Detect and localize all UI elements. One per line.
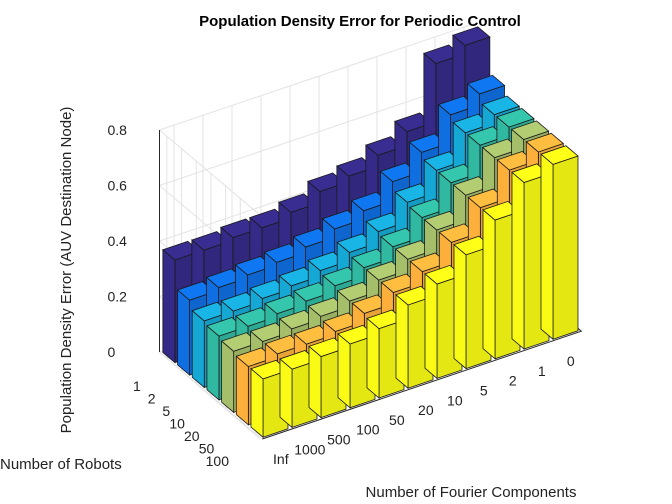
z-axis-label: Population Density Error (AUV Destinatio… bbox=[58, 107, 75, 434]
bar-side-face bbox=[540, 153, 554, 341]
bar-side-face bbox=[279, 358, 293, 429]
bar-side-face bbox=[366, 317, 380, 399]
z-tick-label: 0.6 bbox=[108, 178, 128, 194]
x-tick-label: 100 bbox=[206, 453, 230, 469]
x-tick-label: 5 bbox=[162, 403, 170, 419]
y-tick-label: 0 bbox=[567, 353, 575, 369]
y-tick-label: 50 bbox=[389, 412, 405, 428]
bar-side-face bbox=[308, 345, 322, 419]
bar-side-face bbox=[177, 289, 190, 376]
bar-top-face bbox=[496, 108, 535, 128]
chart-title: Population Density Error for Periodic Co… bbox=[199, 13, 521, 30]
y-tick-label: 10 bbox=[447, 392, 463, 408]
bar-side-face bbox=[221, 340, 235, 414]
y-axis-label: Number of Fourier Components bbox=[366, 484, 577, 501]
x-tick-label: 1 bbox=[133, 378, 141, 394]
bar-top-face bbox=[525, 132, 565, 153]
x-axis-label: Number of Robots bbox=[0, 456, 122, 473]
bar-top-face bbox=[466, 74, 506, 95]
z-tick-label: 0 bbox=[108, 344, 116, 360]
bar-side-face bbox=[424, 272, 438, 380]
bar-side-face bbox=[250, 367, 264, 439]
z-tick-label: 0.4 bbox=[108, 233, 128, 249]
bar-side-face bbox=[337, 332, 351, 409]
bar-top-face bbox=[481, 95, 521, 116]
bar-top-face bbox=[510, 120, 550, 140]
bar-side-face bbox=[162, 248, 176, 364]
bar-top-face bbox=[540, 145, 579, 165]
bar-side-face bbox=[395, 293, 409, 390]
bar-side-face bbox=[235, 355, 249, 426]
y-tick-label: 5 bbox=[480, 383, 488, 399]
bar-side-face bbox=[482, 208, 496, 360]
z-tick-label: 0.8 bbox=[108, 122, 128, 138]
y-tick-label: 20 bbox=[418, 402, 434, 418]
bar bbox=[540, 145, 579, 341]
x-tick-label: 50 bbox=[199, 440, 215, 456]
bar-side-face bbox=[191, 309, 205, 389]
bar-side-face bbox=[206, 325, 220, 401]
bar-layer bbox=[162, 26, 579, 439]
y-tick-label: Inf bbox=[273, 451, 289, 467]
y-tick-label: 2 bbox=[509, 373, 517, 389]
x-tick-label: 2 bbox=[148, 391, 156, 407]
x-tick-label: 10 bbox=[169, 416, 185, 432]
bar-side-face bbox=[511, 171, 525, 350]
y-tick-label: 1 bbox=[538, 363, 546, 379]
bar-front-face bbox=[552, 155, 579, 340]
z-tick-label: 0.2 bbox=[108, 289, 128, 305]
y-tick-label: 1000 bbox=[294, 441, 325, 457]
bar-top-face bbox=[452, 26, 491, 46]
grid-line bbox=[159, 351, 261, 440]
y-tick-label: 100 bbox=[356, 422, 380, 438]
y-tick-label: 500 bbox=[327, 432, 351, 448]
bar-side-face bbox=[453, 243, 467, 370]
x-tick-label: 20 bbox=[184, 428, 200, 444]
